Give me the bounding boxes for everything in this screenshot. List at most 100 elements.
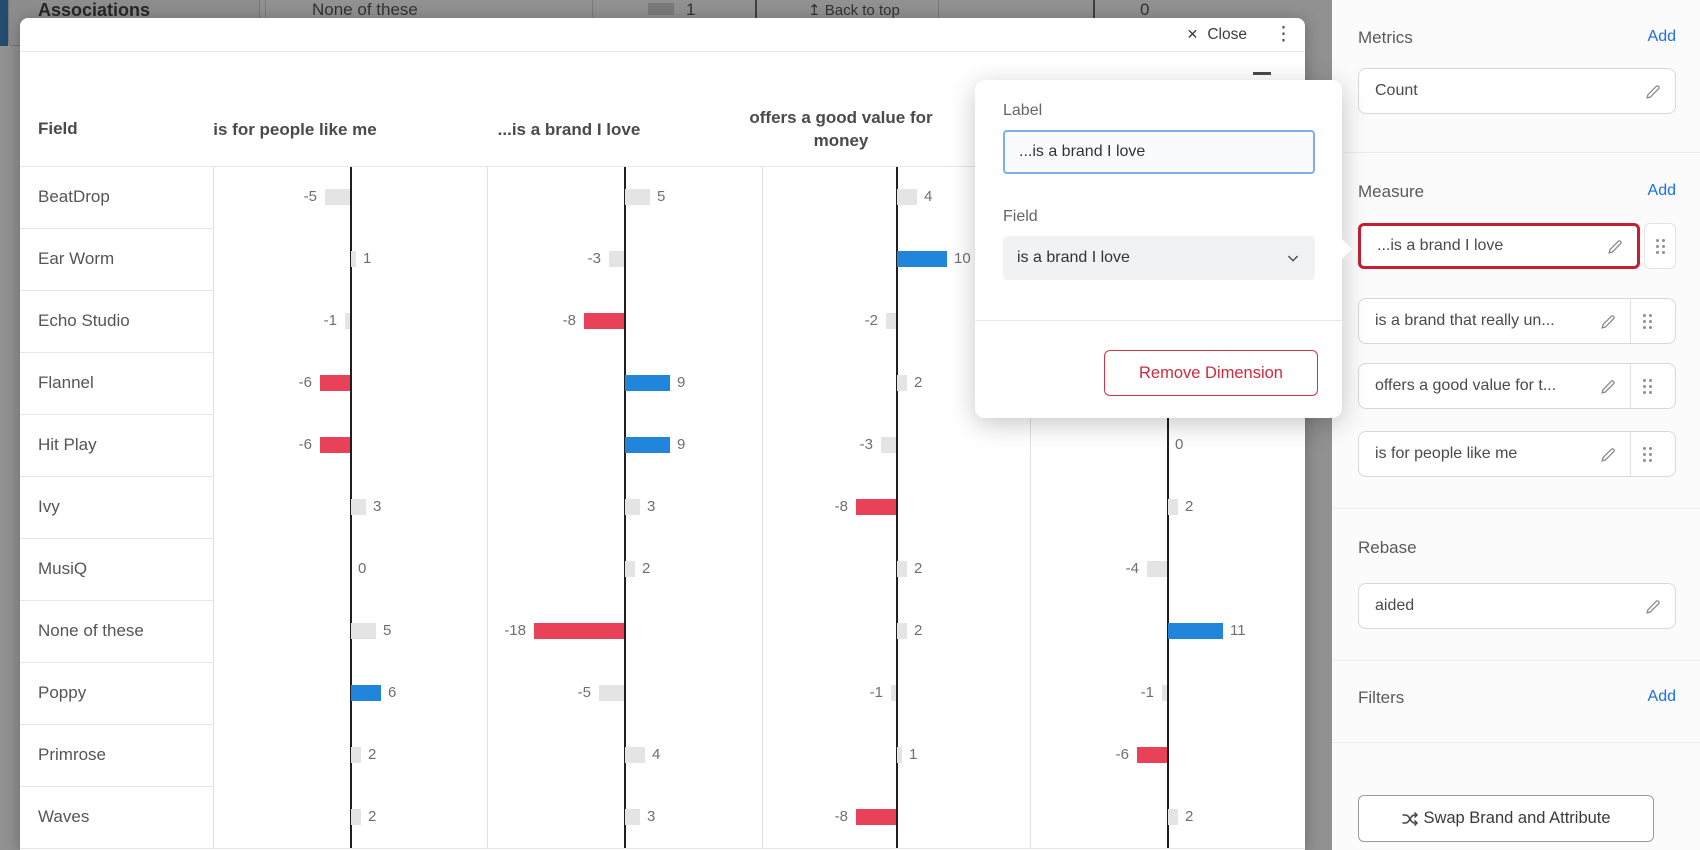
measure-add-button[interactable]: Add (1647, 182, 1676, 199)
close-button[interactable]: ✕ Close (1187, 26, 1247, 44)
bar-value: 0 (1175, 436, 1184, 453)
column-header: ...is a brand I love (497, 119, 641, 139)
measure-card[interactable]: offers a good value for t... (1358, 363, 1676, 409)
column-header: offers a good value for money (749, 108, 933, 150)
bar (351, 809, 361, 825)
bar (881, 437, 896, 453)
brand-label: Primrose (38, 745, 107, 764)
row-border (20, 786, 213, 787)
bar-value: 0 (358, 560, 367, 577)
column-separator (762, 166, 763, 848)
section-divider (1332, 660, 1700, 661)
measure-card-selected[interactable]: ...is a brand I love (1358, 223, 1676, 269)
bar (351, 685, 381, 701)
remove-dimension-button[interactable]: Remove Dimension (1104, 350, 1318, 396)
bar-value: 2 (642, 560, 651, 577)
field-title: Field (1003, 208, 1038, 225)
bar (897, 189, 917, 205)
swap-brand-attribute-button[interactable]: Swap Brand and Attribute (1358, 795, 1654, 842)
bar (351, 747, 361, 763)
row-border (20, 414, 213, 415)
bar (897, 747, 902, 763)
zero-axis-line (896, 166, 898, 848)
popover-divider (975, 320, 1342, 321)
bar-value: 2 (368, 746, 377, 763)
measure-edit-popover: Label Field is a brand I love Remove Dim… (975, 80, 1352, 418)
bar (856, 809, 896, 825)
edit-pencil-icon[interactable] (1599, 445, 1618, 464)
bar-value: -6 (298, 374, 312, 391)
column-separator (487, 166, 488, 848)
bar (534, 623, 624, 639)
field-select[interactable]: is a brand I love (1003, 236, 1315, 280)
bar-value: 4 (652, 746, 661, 763)
swap-icon (1402, 811, 1419, 826)
bar-value: 3 (647, 808, 656, 825)
drag-handle-icon[interactable] (1630, 364, 1663, 408)
edit-pencil-icon[interactable] (1606, 237, 1625, 256)
bar (625, 809, 640, 825)
bar-value: -1 (1140, 684, 1154, 701)
bar (351, 251, 356, 267)
modal-header: ✕ Close ⋮ (20, 18, 1305, 52)
bar-value: 2 (368, 808, 377, 825)
brand-label: Waves (38, 807, 90, 826)
brand-label: Flannel (38, 373, 94, 392)
brand-label: Hit Play (38, 435, 97, 454)
measure-card[interactable]: is a brand that really un... (1358, 298, 1676, 344)
bar-value: -18 (504, 622, 526, 639)
chevron-down-icon (1287, 255, 1299, 262)
edit-pencil-icon[interactable] (1644, 82, 1663, 101)
label-input[interactable] (1003, 130, 1315, 174)
brand-label: Echo Studio (38, 311, 130, 330)
bar (625, 561, 635, 577)
bar (584, 313, 624, 329)
edit-pencil-icon[interactable] (1644, 597, 1663, 616)
bar (599, 685, 624, 701)
rebase-card[interactable]: aided (1358, 583, 1676, 629)
measure-heading: Measure (1358, 182, 1425, 201)
brand-label: Ivy (38, 497, 60, 516)
bar (345, 313, 350, 329)
bar (897, 375, 907, 391)
drag-handle-icon[interactable] (1630, 299, 1663, 343)
bar (886, 313, 896, 329)
bar (897, 251, 947, 267)
row-border (20, 228, 213, 229)
kebab-menu-icon[interactable]: ⋮ (1274, 24, 1293, 45)
bar-value: -3 (587, 250, 601, 267)
bar-value: 5 (657, 188, 666, 205)
table-bottom-border (20, 848, 1305, 849)
metrics-heading: Metrics (1358, 28, 1413, 47)
bar (625, 747, 645, 763)
metric-card-count[interactable]: Count (1358, 68, 1676, 114)
bar (351, 623, 376, 639)
bar-value: 9 (677, 374, 686, 391)
bar (625, 189, 650, 205)
brand-label: BeatDrop (38, 187, 110, 206)
bar-value: -2 (864, 312, 878, 329)
filters-heading: Filters (1358, 688, 1405, 707)
chart-context-menu-icon[interactable] (1253, 72, 1271, 75)
bar (320, 375, 350, 391)
bar-value: -5 (577, 684, 591, 701)
drag-handle-icon[interactable] (1630, 432, 1663, 476)
field-column-header: Field (38, 119, 78, 138)
bar (325, 189, 350, 205)
metrics-add-button[interactable]: Add (1647, 28, 1676, 45)
edit-pencil-icon[interactable] (1599, 377, 1618, 396)
drag-handle-icon[interactable] (1644, 223, 1676, 269)
edit-pencil-icon[interactable] (1599, 312, 1618, 331)
bar (320, 437, 350, 453)
bar-value: -4 (1125, 560, 1139, 577)
bar-value: 3 (373, 498, 382, 515)
brand-label: Ear Worm (38, 249, 115, 268)
bar-value: 2 (914, 622, 923, 639)
popover-arrow (1341, 238, 1352, 260)
bar (625, 499, 640, 515)
measure-card[interactable]: is for people like me (1358, 431, 1676, 477)
bar (1162, 685, 1167, 701)
brand-label: None of these (38, 621, 144, 640)
filters-add-button[interactable]: Add (1647, 688, 1676, 705)
bar (1168, 809, 1178, 825)
